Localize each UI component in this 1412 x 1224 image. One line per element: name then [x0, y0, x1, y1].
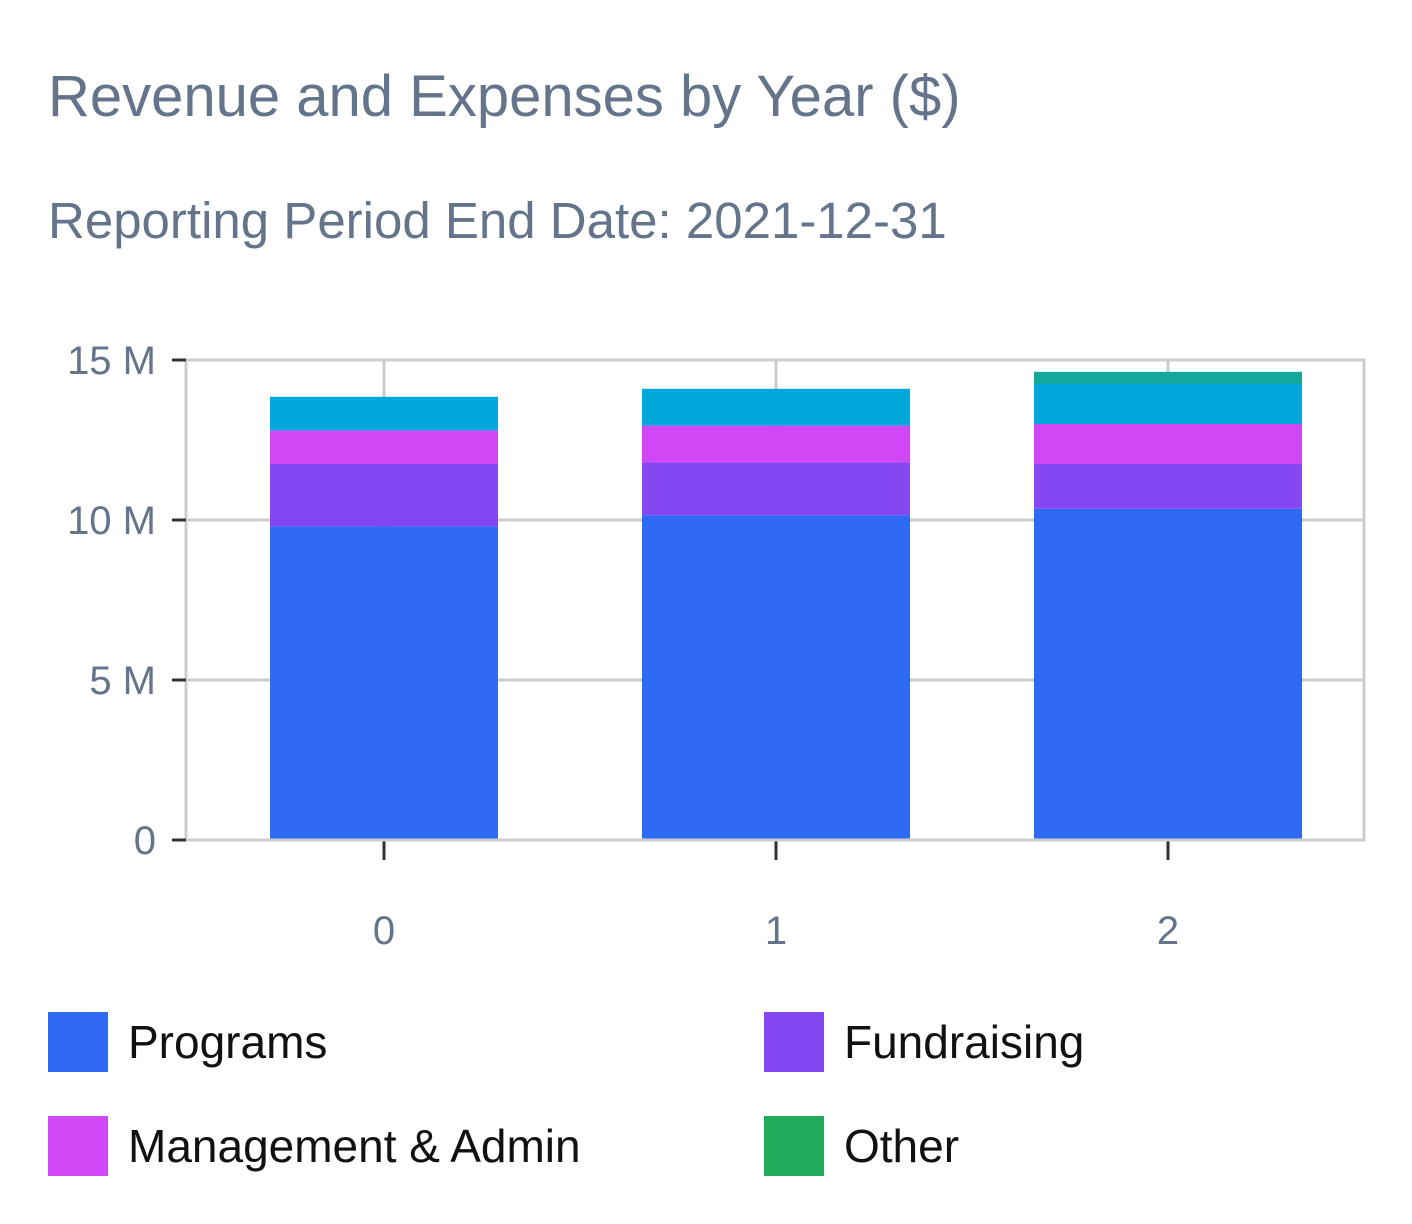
- legend-swatch-other: [764, 1116, 824, 1176]
- bar-segment[interactable]: [1034, 424, 1302, 464]
- legend-label-fundraising: Fundraising: [844, 1016, 1085, 1068]
- axes: [172, 358, 1364, 860]
- y-tick-label: 5 M: [89, 659, 156, 703]
- legend-item-other[interactable]: Other: [764, 1116, 959, 1176]
- bar-chart: 0 5 M 10 M 15 M 0 1 2: [67, 339, 1366, 953]
- chart-title: Revenue and Expenses by Year ($): [48, 64, 961, 129]
- y-tick-label: 15 M: [67, 339, 156, 383]
- legend-item-fundraising[interactable]: Fundraising: [764, 1012, 1084, 1072]
- bar-segment[interactable]: [270, 430, 498, 464]
- bar-segment[interactable]: [1034, 464, 1302, 509]
- legend-label-other: Other: [844, 1120, 960, 1172]
- bar-segment[interactable]: [270, 464, 498, 527]
- bars: [270, 371, 1302, 840]
- bar-segment[interactable]: [642, 425, 910, 463]
- bar-segment[interactable]: [1034, 371, 1302, 384]
- y-tick-label: 0: [134, 819, 156, 863]
- bar-segment[interactable]: [1034, 384, 1302, 424]
- bar-segment[interactable]: [1034, 508, 1302, 840]
- x-tick-label: 2: [1157, 909, 1179, 953]
- y-tick-label: 10 M: [67, 499, 156, 543]
- legend-swatch-fundraising: [764, 1012, 824, 1072]
- chart-subtitle: Reporting Period End Date: 2021-12-31: [48, 192, 947, 249]
- legend-item-management-admin[interactable]: Management & Admin: [48, 1116, 581, 1176]
- legend: Programs Fundraising Management & Admin …: [48, 1012, 1378, 1182]
- bar-segment[interactable]: [270, 526, 498, 840]
- legend-label-management-admin: Management & Admin: [128, 1120, 581, 1172]
- bar-segment[interactable]: [642, 462, 910, 516]
- legend-label-programs: Programs: [128, 1016, 328, 1068]
- legend-swatch-management-admin: [48, 1116, 108, 1176]
- bar-segment[interactable]: [270, 396, 498, 431]
- x-tick-label: 1: [765, 909, 787, 953]
- legend-item-programs[interactable]: Programs: [48, 1012, 327, 1072]
- legend-swatch-programs: [48, 1012, 108, 1072]
- x-tick-label: 0: [373, 909, 395, 953]
- bar-segment[interactable]: [642, 388, 910, 426]
- bar-segment[interactable]: [642, 515, 910, 840]
- tick-labels: 0 5 M 10 M 15 M 0 1 2: [67, 339, 1179, 953]
